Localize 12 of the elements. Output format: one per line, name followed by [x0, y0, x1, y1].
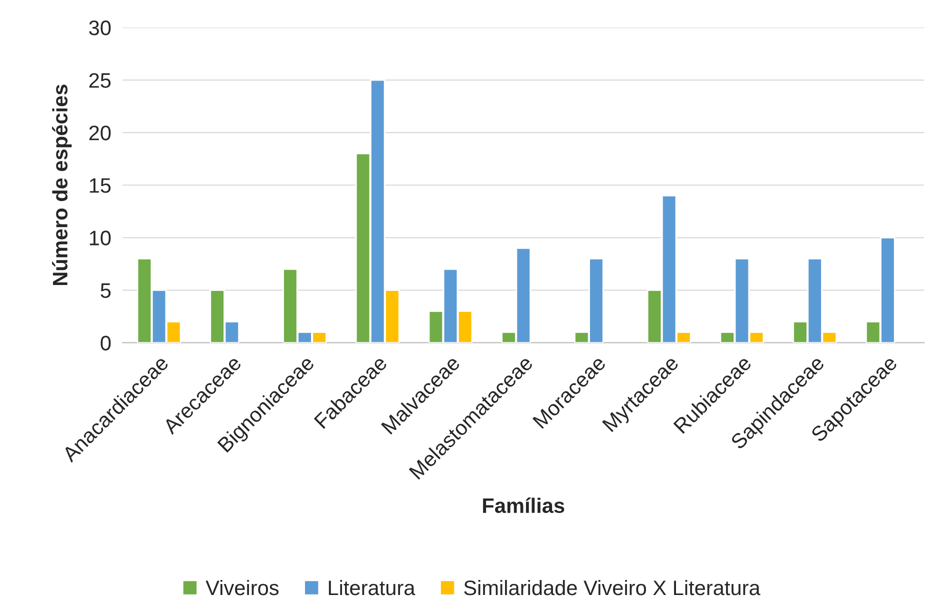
y-tick-label: 15 — [90, 178, 111, 193]
y-tick-label: 0 — [100, 336, 111, 350]
legend-label: Similaridade Viveiro X Literatura — [464, 580, 760, 596]
legend-label: Viveiros — [206, 580, 279, 596]
y-tick-label: 30 — [89, 20, 111, 36]
y-tick-label: 20 — [89, 126, 111, 140]
y-axis-title: Número de espécies — [52, 84, 72, 286]
x-axis-title: Famílias — [483, 498, 564, 514]
legend-label: Literatura — [328, 580, 416, 596]
y-tick-label: 5 — [100, 283, 111, 298]
y-tick-label: 25 — [89, 73, 111, 88]
y-tick-label: 10 — [90, 230, 111, 246]
